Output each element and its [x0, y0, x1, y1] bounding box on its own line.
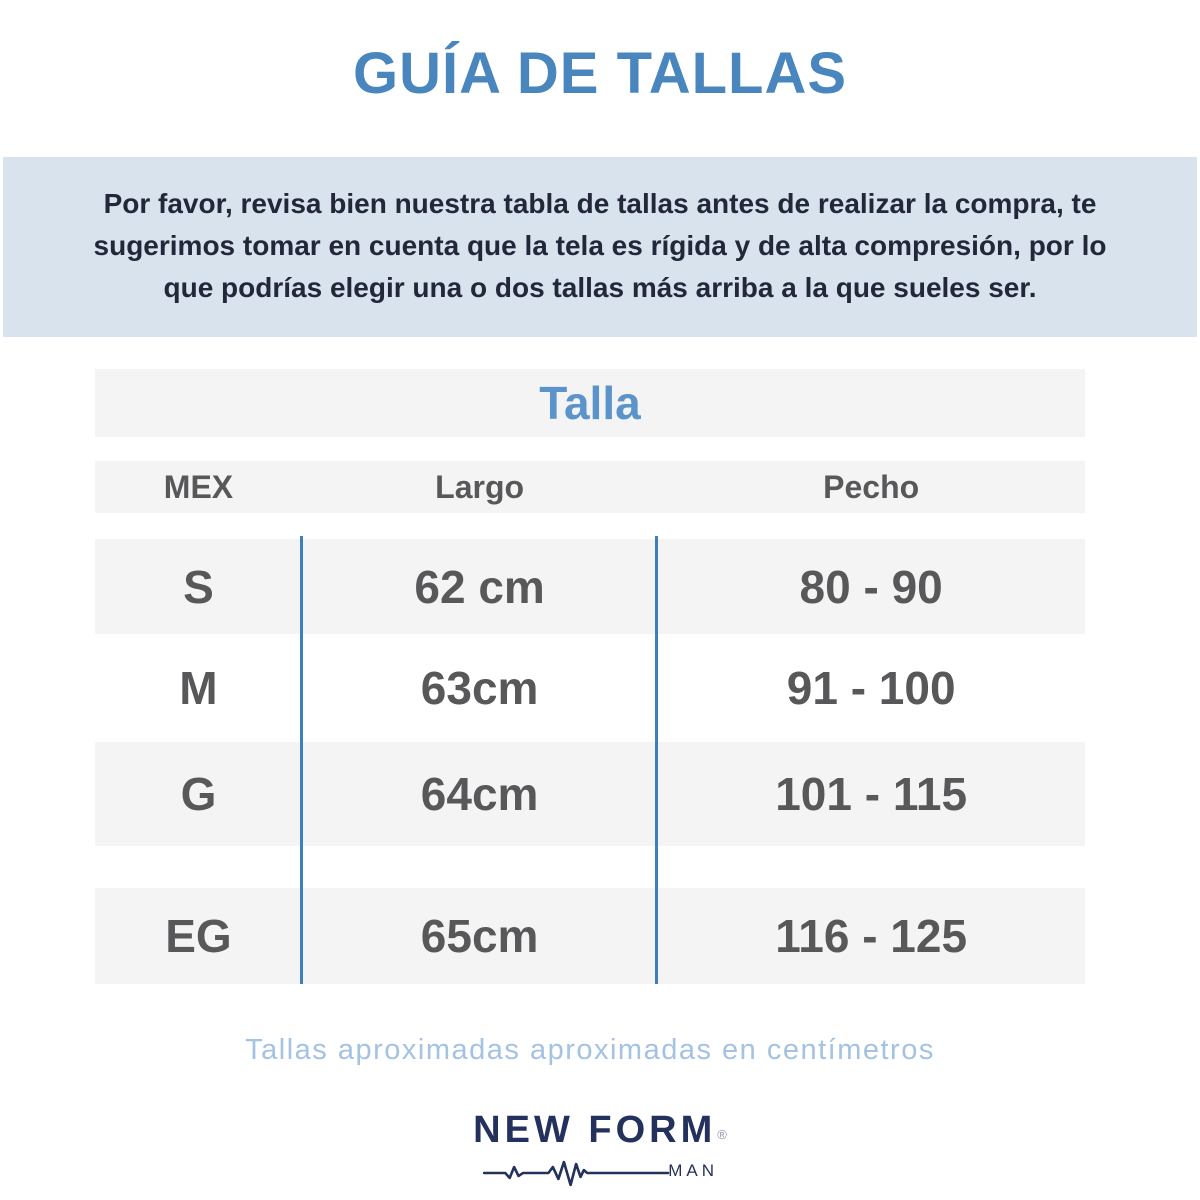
banner-text-line-2: sugerimos tomar en cuenta que la tela es… — [93, 230, 1107, 261]
banner-text-line-1: Por favor, revisa bien nuestra tabla de … — [103, 188, 1097, 219]
table-header-row: MEX Largo Pecho — [95, 461, 1085, 513]
table-title-band: Talla — [95, 369, 1085, 437]
table-row-eg: EG 65cm 116 - 125 — [95, 888, 1085, 984]
cell-largo: 62 cm — [414, 560, 545, 613]
brand-name: NEW FORM — [473, 1109, 717, 1151]
row-spacer — [95, 846, 1085, 888]
info-banner: Por favor, revisa bien nuestra tabla de … — [3, 157, 1197, 337]
size-table: Talla MEX Largo Pecho S 62 cm 80 - 90 M … — [95, 369, 1085, 1067]
column-header-pecho: Pecho — [823, 468, 920, 505]
column-divider-left — [299, 536, 303, 984]
brand-logo: NEW FORM ® MAN — [0, 1109, 1200, 1188]
heartbeat-icon — [482, 1160, 670, 1187]
table-row-s: S 62 cm 80 - 90 — [95, 539, 1085, 634]
cell-largo: 65cm — [420, 910, 539, 962]
brand-name-row: NEW FORM ® — [473, 1109, 727, 1152]
column-header-largo: Largo — [435, 468, 525, 505]
brand-sub-man: MAN — [668, 1161, 718, 1180]
column-header-mex: MEX — [163, 468, 234, 505]
table-title: Talla — [539, 377, 641, 429]
cell-largo: 63cm — [420, 662, 539, 714]
page-title: GUÍA DE TALLAS — [352, 41, 848, 106]
cell-pecho: 116 - 125 — [775, 910, 968, 962]
registered-mark: ® — [717, 1127, 727, 1142]
table-row-g: G 64cm 101 - 115 — [95, 742, 1085, 846]
banner-text-line-3: que podrías elegir una o dos tallas más … — [163, 272, 1037, 303]
cell-largo: 64cm — [420, 768, 539, 820]
cell-pecho: 80 - 90 — [799, 560, 943, 613]
table-body: S 62 cm 80 - 90 M 63cm 91 - 100 G 64cm 1… — [95, 536, 1085, 984]
table-row-m: M 63cm 91 - 100 — [95, 634, 1085, 742]
cell-pecho: 101 - 115 — [775, 768, 968, 820]
brand-tagline-row: MAN — [482, 1154, 718, 1188]
sizes-note: Tallas aproximadas aproximadas en centím… — [245, 1034, 935, 1066]
cell-mex: EG — [165, 910, 232, 962]
cell-mex: S — [183, 560, 214, 613]
cell-pecho: 91 - 100 — [786, 662, 956, 714]
column-divider-right — [655, 536, 659, 984]
cell-mex: M — [179, 662, 218, 714]
cell-mex: G — [180, 768, 217, 820]
